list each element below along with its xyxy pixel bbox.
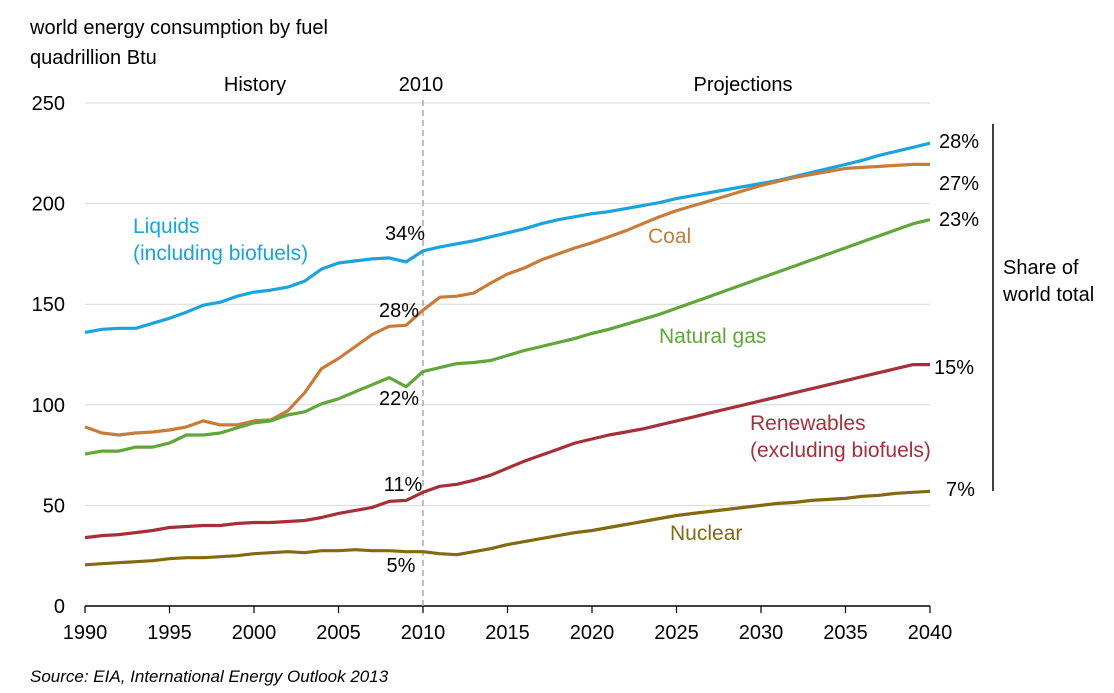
divider-year-label: 2010 [399,74,444,96]
y-tick-label: 50 [43,495,65,517]
x-axis: 1990 1995 2000 2005 2010 2015 2020 2025 2030 2035… [63,606,953,644]
x-tick-label: 2020 [570,622,615,644]
share-2040-label: 27% [939,173,979,195]
x-tick-label: 2000 [232,622,277,644]
series-name-label: Coal [648,225,691,248]
y-tick-label: 150 [32,294,65,316]
x-tick-label: 2030 [739,622,784,644]
y-tick-label: 250 [32,93,65,115]
series-name-label: Nuclear [670,522,742,545]
source-note: Source: EIA, International Energy Outloo… [30,667,389,686]
series-line [84,162,930,437]
series-labels: Liquids (including biofuels) Coal Natural g… [133,215,931,545]
y-axis: 0 50 100 150 200 250 [32,93,65,618]
x-tick-label: 2035 [823,622,868,644]
share-2040-label: 7% [946,479,975,501]
series-line [84,363,930,540]
x-tick-label: 2010 [401,622,446,644]
x-tick-label: 2040 [908,622,953,644]
y-tick-label: 200 [32,194,65,216]
x-tick-label: 2015 [485,622,530,644]
share-labels: 34% 28% 28% 27% 22% 23% 11% 15% 5% 7% [379,131,979,577]
series-name-label: Natural gas [659,325,766,348]
history-label: History [224,74,286,96]
series-lines [84,141,931,567]
share-2010-label: 5% [387,555,416,577]
chart-title: world energy consumption by fuel [29,17,328,39]
series-name-label: Renewables (excluding biofuels) [750,412,931,462]
share-2010-label: 34% [385,223,425,245]
projections-label: Projections [694,74,793,96]
share-2010-label: 11% [384,474,423,496]
share-2040-label: 23% [939,209,979,231]
x-tick-label: 1995 [147,622,192,644]
gridlines [85,102,930,607]
x-tick-label: 2025 [654,622,699,644]
y-tick-label: 100 [32,395,65,417]
y-tick-label: 0 [54,596,65,618]
share-2040-label: 15% [934,357,974,379]
series-line [84,218,931,456]
share-2010-label: 22% [379,388,419,410]
x-tick-label: 2005 [316,622,361,644]
share-2010-label: 28% [379,300,419,322]
series-name-label: Liquids (including biofuels) [133,215,308,265]
x-tick-label: 1990 [63,622,108,644]
share-2040-label: 28% [939,131,979,153]
share-title: Share of world total [1002,257,1094,306]
series-line [84,489,931,567]
y-axis-label: quadrillion Btu [30,47,157,69]
